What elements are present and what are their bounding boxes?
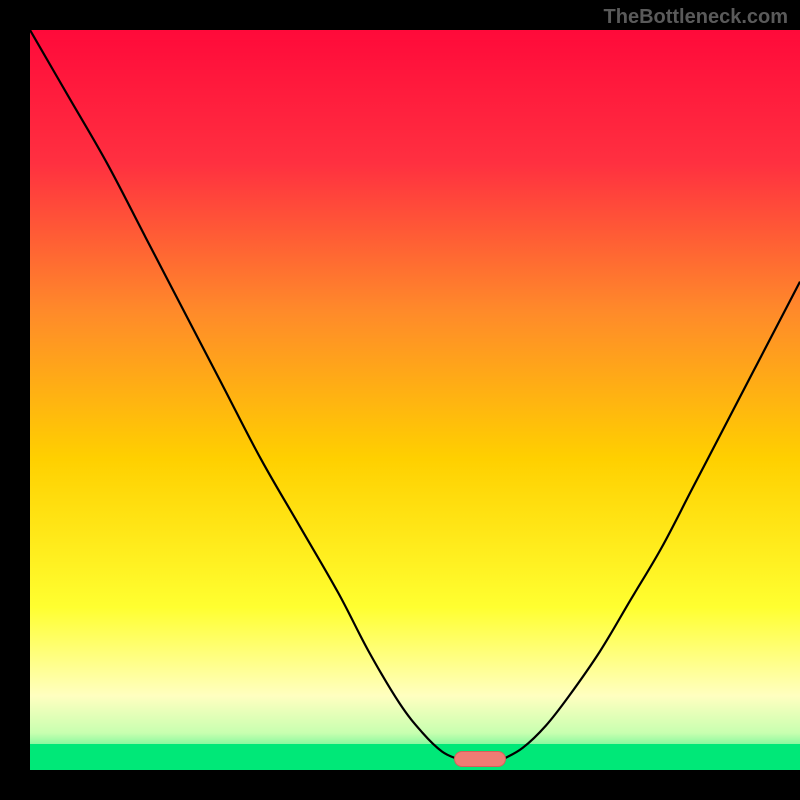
chart-curve-svg [30, 30, 800, 770]
sweet-spot-marker [454, 751, 506, 767]
watermark-text: TheBottleneck.com [604, 6, 788, 29]
chart-plot-area [30, 30, 800, 770]
bottleneck-curve-right [504, 282, 800, 759]
bottleneck-curve-left [30, 30, 457, 759]
